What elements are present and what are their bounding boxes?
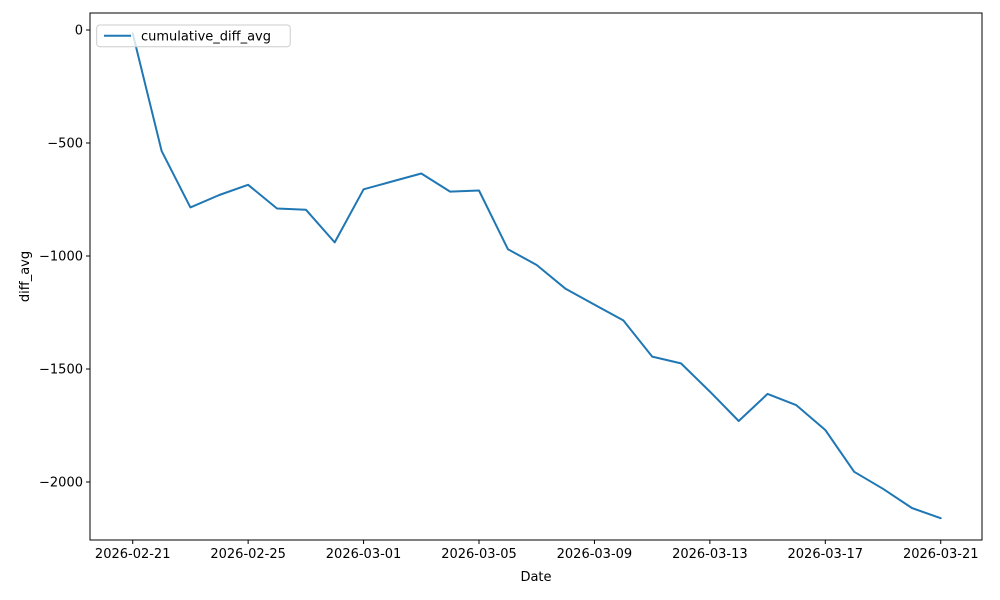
legend-label: cumulative_diff_avg <box>141 29 271 44</box>
y-axis-label: diff_avg <box>18 251 33 302</box>
y-tick-label: 0 <box>75 23 83 38</box>
data-line-cumulative-diff-avg <box>131 32 942 520</box>
x-tick-label: 2026-03-01 <box>326 547 402 562</box>
x-tick-label: 2026-03-13 <box>672 547 748 562</box>
y-tick-label: −500 <box>47 136 83 151</box>
x-tick-label: 2026-02-21 <box>95 547 171 562</box>
x-tick-label: 2026-03-21 <box>903 547 979 562</box>
y-tick-label: −2000 <box>39 476 83 491</box>
x-tick-label: 2026-02-25 <box>210 547 286 562</box>
y-tick-label: −1500 <box>39 363 83 378</box>
x-tick-label: 2026-03-17 <box>788 547 864 562</box>
legend-box <box>96 24 291 48</box>
x-tick-label: 2026-03-05 <box>441 547 517 562</box>
plot-area <box>89 12 983 541</box>
y-tick-label: −1000 <box>39 250 83 265</box>
x-tick-label: 2026-03-09 <box>557 547 633 562</box>
x-axis-label: Date <box>520 570 551 585</box>
